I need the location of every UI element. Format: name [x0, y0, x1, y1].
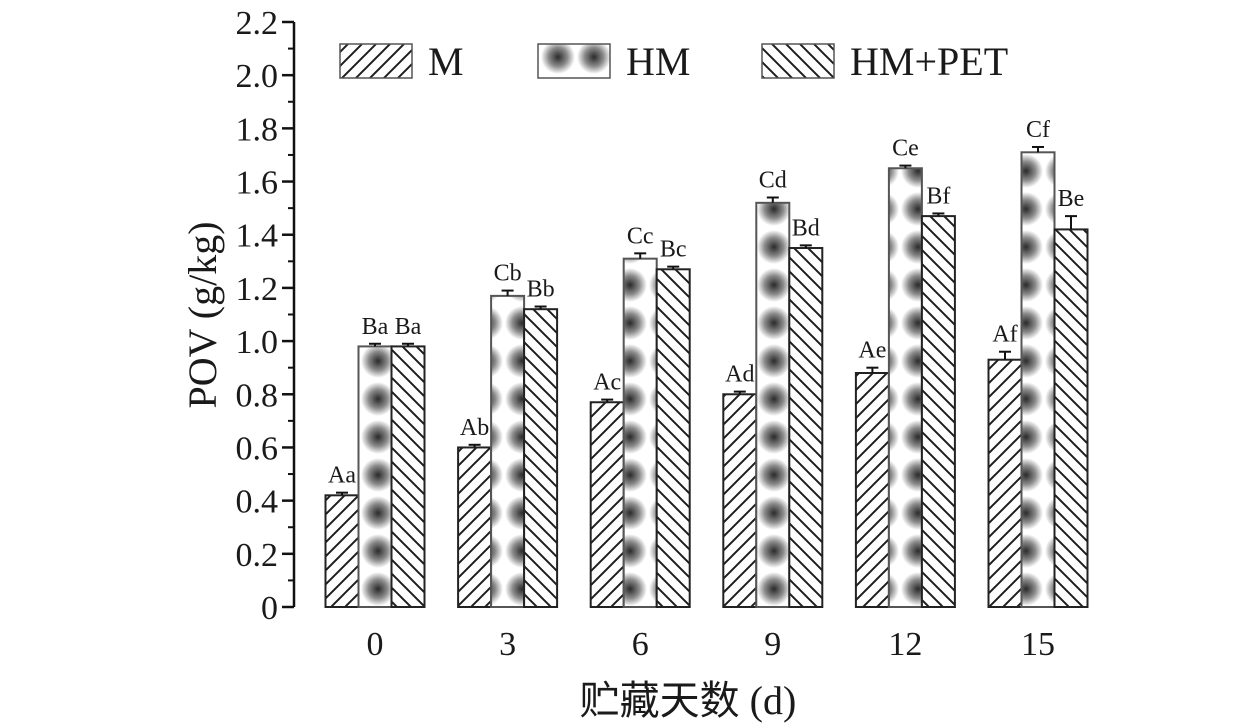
- y-tick-label: 0.2: [236, 537, 279, 574]
- bar: [887, 167, 923, 608]
- significance-label: Ad: [725, 362, 754, 388]
- x-tick-label: 15: [1021, 626, 1055, 663]
- bar: [755, 201, 791, 608]
- x-tick-label: 9: [764, 626, 781, 663]
- y-axis-title: POV (g/kg): [180, 221, 225, 408]
- bar: [523, 308, 559, 608]
- bars: [324, 151, 1089, 609]
- x-tick-label: 6: [632, 626, 649, 663]
- significance-label: Be: [1058, 186, 1085, 212]
- y-tick-label: 0.8: [236, 377, 279, 414]
- legend-swatch: [537, 43, 611, 79]
- legend-swatch: [339, 43, 413, 79]
- bar: [722, 393, 758, 609]
- significance-label: Cb: [494, 261, 522, 287]
- significance-label: Aa: [328, 463, 356, 489]
- x-axis-title: 贮藏天数 (d): [580, 678, 797, 723]
- y-tick-label: 0.4: [236, 484, 279, 521]
- significance-label: Ba: [362, 314, 389, 340]
- significance-label: Ce: [892, 136, 919, 162]
- y-axis-ticks: [282, 20, 294, 609]
- x-tick-label: 3: [499, 626, 516, 663]
- significance-label: Cc: [627, 223, 654, 249]
- y-tick-label: 2.0: [236, 58, 279, 95]
- x-tick-label: 12: [888, 626, 922, 663]
- bar: [788, 247, 824, 608]
- x-tick-label: 0: [367, 626, 384, 663]
- significance-label: Bb: [527, 277, 555, 303]
- legend: M HM HM+PET: [339, 39, 1008, 84]
- error-bars: [336, 145, 1077, 496]
- y-tick-label: 1.2: [236, 271, 279, 308]
- significance-label: Bc: [660, 237, 687, 263]
- significance-label: Ab: [460, 415, 489, 441]
- bar: [987, 358, 1023, 609]
- y-tick-label: 0: [261, 590, 278, 627]
- y-axis-tick-labels: 0 0.2 0.4 0.6 0.8 1.0 1.2 1.4 1.6 1.8 2.0 2.2: [236, 5, 279, 627]
- bar: [324, 494, 360, 608]
- y-tick-label: 1.0: [236, 324, 279, 361]
- significance-label: Ba: [395, 314, 422, 340]
- significance-label: Ae: [858, 338, 886, 364]
- y-tick-label: 1.4: [236, 218, 279, 255]
- y-tick-label: 0.6: [236, 430, 279, 467]
- significance-label: Cf: [1026, 117, 1050, 143]
- legend-label: HM+PET: [850, 39, 1008, 84]
- bar: [457, 446, 493, 609]
- significance-label: Af: [992, 322, 1017, 348]
- legend-label: HM: [626, 39, 690, 84]
- bar: [622, 257, 658, 608]
- bar: [390, 345, 426, 608]
- bar: [655, 268, 691, 608]
- bar: [854, 372, 890, 608]
- significance-label: Cd: [759, 168, 787, 194]
- y-tick-label: 1.6: [236, 165, 279, 202]
- legend-swatch: [761, 43, 835, 79]
- significance-label: Bd: [792, 215, 820, 241]
- y-tick-label: 2.2: [236, 5, 279, 42]
- bar: [920, 215, 956, 608]
- bar: [490, 294, 526, 608]
- bar: [1020, 151, 1056, 609]
- bar: [1053, 228, 1089, 608]
- significance-label: Ac: [593, 370, 621, 396]
- legend-label: M: [428, 39, 464, 84]
- y-tick-label: 1.8: [236, 111, 279, 148]
- x-axis-tick-labels: 0 3 6 9 12 15: [367, 626, 1056, 663]
- significance-label: Bf: [926, 183, 950, 209]
- bar: [357, 345, 393, 608]
- bar: [589, 401, 625, 608]
